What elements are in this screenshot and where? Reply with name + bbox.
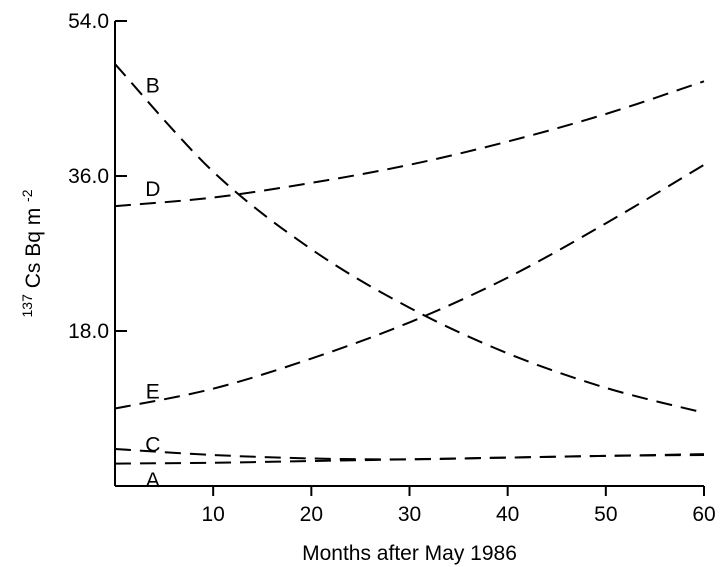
series-labels: A B C D E [145, 75, 160, 492]
series-label-c: C [145, 434, 160, 457]
y-tick-label: 54.0 [68, 10, 109, 33]
x-tick-label: 20 [300, 503, 323, 526]
x-tick-label: 50 [594, 503, 617, 526]
x-tick-label: 60 [692, 503, 715, 526]
y-tick-label: 36.0 [68, 165, 109, 188]
x-tick-label: 10 [201, 503, 224, 526]
y-axis-title-main: Cs Bq m [22, 208, 45, 289]
series-label-e: E [146, 380, 160, 403]
y-axis-title: 137 Cs Bq m -2 [14, 189, 45, 317]
series-group [114, 63, 705, 465]
x-axis-title: Months after May 1986 [302, 542, 517, 565]
series-line-a [114, 453, 705, 465]
y-axis-title-prefix: 137 [19, 294, 35, 318]
series-line-c [114, 447, 705, 461]
y-axis-title-suffix: -2 [19, 189, 35, 202]
x-tick-label: 30 [398, 503, 421, 526]
series-line-d [114, 80, 705, 208]
x-tick-label: 40 [496, 503, 519, 526]
y-ticks: 18.0 36.0 54.0 [68, 10, 127, 343]
series-line-e [114, 163, 705, 410]
series-label-b: B [146, 75, 160, 98]
axes [114, 21, 704, 487]
series-line-b [114, 63, 705, 414]
series-label-d: D [145, 178, 160, 201]
x-ticks: 10 20 30 40 50 60 [201, 486, 716, 526]
y-tick-label: 18.0 [68, 320, 109, 343]
series-label-a: A [146, 469, 160, 492]
